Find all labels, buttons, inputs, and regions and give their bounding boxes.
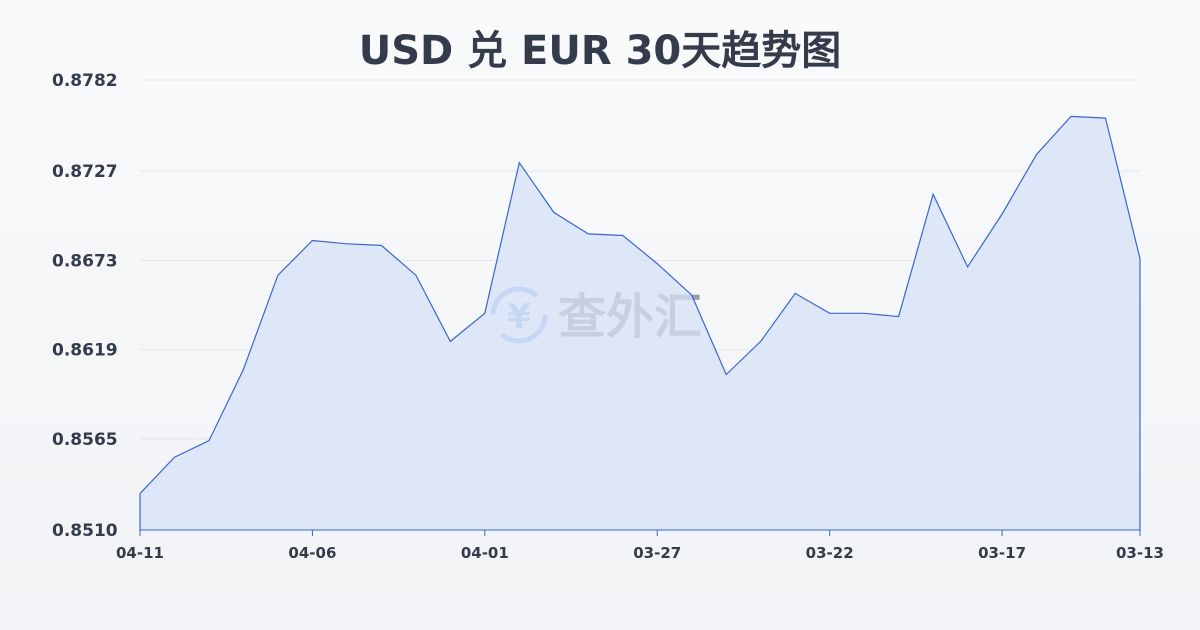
- y-tick-label: 0.8727: [52, 162, 118, 182]
- x-tick-label: 04-06: [288, 544, 336, 562]
- x-tick-label: 04-01: [461, 544, 509, 562]
- x-tick-label: 03-27: [633, 544, 681, 562]
- area-fill: [140, 116, 1140, 531]
- chart-title: USD 兑 EUR 30天趋势图: [358, 28, 842, 74]
- y-tick-label: 0.8673: [52, 251, 118, 271]
- x-tick-label: 04-11: [116, 544, 164, 562]
- series-line: [139, 115, 1141, 495]
- x-tick-label: 03-17: [978, 544, 1026, 562]
- y-tick-label: 0.8782: [52, 71, 118, 91]
- x-tick-label: 03-13: [1116, 544, 1164, 562]
- y-tick-label: 0.8619: [52, 341, 118, 361]
- y-tick-label: 0.8565: [52, 430, 118, 450]
- y-tick-label: 0.8510: [52, 521, 118, 541]
- x-tick-label: 03-22: [806, 544, 854, 562]
